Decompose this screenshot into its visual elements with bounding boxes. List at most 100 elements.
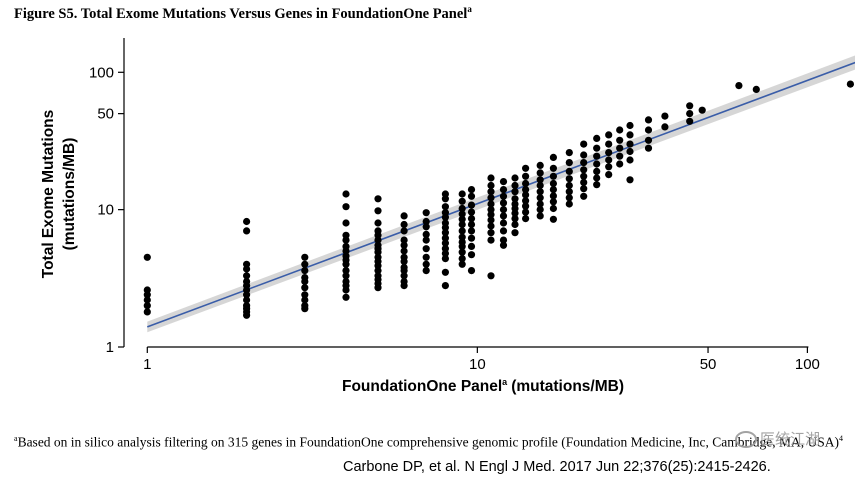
data-point — [487, 194, 495, 202]
y-axis-label-line2: (mutations/MB) — [61, 138, 78, 251]
data-point — [374, 267, 382, 275]
data-point — [422, 223, 430, 231]
data-point — [458, 197, 466, 205]
data-point — [400, 241, 408, 249]
data-point — [458, 204, 466, 213]
data-point — [593, 134, 601, 142]
data-point — [441, 229, 449, 237]
data-point — [536, 212, 544, 220]
citation: Carbone DP, et al. N Engl J Med. 2017 Ju… — [343, 459, 771, 475]
data-point — [441, 255, 449, 263]
data-point — [342, 293, 350, 301]
data-point — [580, 192, 588, 200]
data-point — [549, 172, 558, 180]
data-point — [499, 186, 508, 194]
footnote: aBased on in silico analysis filtering o… — [14, 430, 844, 452]
data-point — [467, 227, 476, 235]
data-point — [549, 192, 558, 200]
x-tick-label: 1 — [143, 356, 151, 373]
data-point — [616, 136, 624, 144]
data-point — [698, 106, 706, 114]
data-point — [593, 152, 601, 160]
data-point — [422, 260, 430, 268]
data-point — [616, 160, 624, 168]
data-point — [644, 116, 653, 124]
data-point — [536, 206, 544, 214]
data-point — [342, 190, 350, 198]
data-point — [400, 267, 408, 275]
footnote-ref: 4 — [839, 434, 844, 443]
data-point — [301, 291, 309, 299]
data-point — [458, 255, 466, 263]
data-point — [301, 253, 309, 261]
footnote-text: Based on in silico analysis filtering on… — [17, 434, 840, 450]
data-point — [487, 222, 495, 230]
data-point — [661, 112, 669, 120]
data-point — [511, 195, 519, 203]
x-axis-label-text: FoundationOne Panel — [342, 378, 502, 395]
data-point — [536, 188, 544, 196]
data-point — [143, 302, 151, 310]
data-point — [301, 260, 309, 268]
data-point — [441, 282, 449, 290]
x-axis-label: FoundationOne Panela (mutations/MB) — [342, 377, 624, 395]
data-point — [487, 206, 495, 214]
data-point — [536, 181, 544, 190]
x-tick-label: 50 — [700, 356, 717, 373]
data-point — [511, 209, 519, 217]
data-point — [374, 248, 382, 256]
data-point — [605, 131, 613, 139]
data-point — [522, 164, 530, 172]
data-point — [487, 229, 495, 237]
data-point — [458, 215, 466, 223]
data-point — [511, 215, 519, 223]
data-point — [580, 172, 588, 180]
data-point — [536, 200, 544, 208]
data-point — [511, 181, 519, 190]
data-point — [467, 215, 476, 223]
data-point — [644, 136, 653, 144]
data-point — [301, 305, 309, 313]
y-tick-label: 50 — [97, 106, 114, 123]
data-point — [400, 212, 408, 220]
data-point — [511, 174, 519, 182]
data-point — [522, 202, 530, 210]
data-point — [467, 186, 476, 194]
data-point — [499, 219, 508, 227]
data-point — [458, 260, 466, 268]
data-point — [735, 82, 743, 90]
data-point — [593, 174, 601, 182]
data-point — [605, 140, 613, 148]
data-point — [536, 176, 544, 184]
data-point — [626, 131, 634, 139]
data-point — [565, 188, 573, 196]
footnote-marker: a — [14, 434, 18, 443]
data-point — [400, 272, 408, 280]
data-point — [243, 291, 251, 299]
data-point — [467, 208, 476, 216]
data-point — [644, 144, 653, 152]
data-point — [374, 195, 382, 203]
data-point — [342, 260, 350, 268]
data-point — [565, 175, 573, 183]
watermark-text: 医统江湖 — [760, 430, 821, 448]
data-point — [549, 179, 558, 188]
data-point — [605, 156, 613, 164]
data-point — [549, 164, 558, 172]
data-point — [441, 249, 449, 257]
data-point — [499, 206, 508, 214]
data-point — [644, 126, 653, 134]
data-point — [580, 151, 588, 159]
data-point — [499, 199, 508, 207]
data-points-layer — [143, 80, 855, 319]
data-point — [487, 188, 495, 196]
data-point — [522, 215, 530, 223]
data-point — [458, 242, 466, 250]
data-point — [511, 220, 519, 229]
data-point — [342, 247, 350, 255]
data-point — [522, 186, 530, 194]
x-tick-label: 10 — [469, 356, 486, 373]
data-point — [342, 286, 350, 294]
data-point — [441, 224, 449, 232]
data-point — [499, 212, 508, 220]
